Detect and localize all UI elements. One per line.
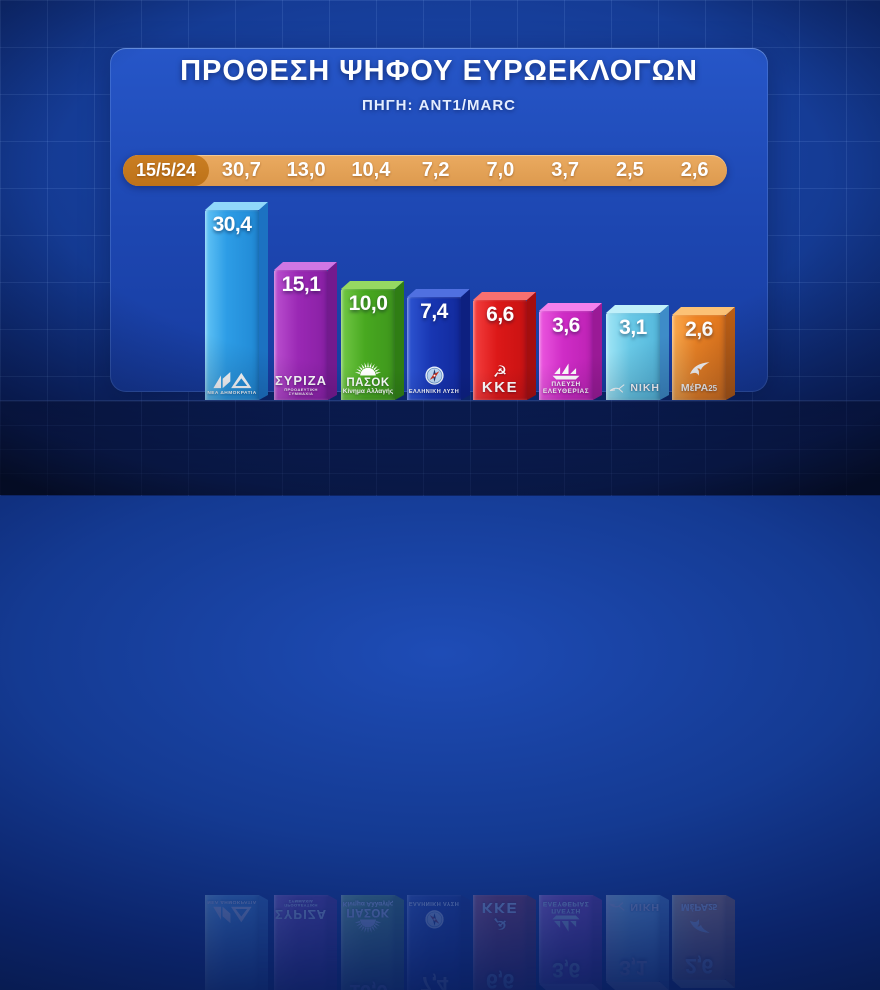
- bar-top-face: [539, 303, 602, 311]
- bar-top-face: [606, 305, 669, 313]
- bars-reflection: 30,4 ΝΕΑ ΔΗΜΟΚΡΑΤΙΑ 15,1 ΣΥΡΙΖΑ ΠΡΟΟΔΕΥΤ…: [0, 800, 880, 990]
- bar-kke: 6,6 ☭ ΚΚΕ: [473, 292, 536, 400]
- bar-side-face: [527, 292, 536, 400]
- mera25-logo: ΜέΡΑ25: [672, 360, 726, 396]
- bar-side-face: [259, 202, 268, 400]
- bar-side-face: [660, 305, 669, 400]
- bar-elliniki-lysi: 7,4 ΕΛΛΗΝΙΚΗ ΛΥΣΗ: [407, 289, 470, 400]
- previous-value-elliniki-lysi: 7,2: [421, 159, 450, 181]
- bar-side-face: [328, 262, 337, 400]
- bar-value-niki: 3,1: [619, 316, 647, 339]
- bar-top-face: [407, 289, 470, 297]
- sailing-ship-icon: [552, 363, 580, 380]
- plefsi-eleftherias-logo: ΠΛΕΥΣΗ ΕΛΕΥΘΕΡΙΑΣ: [539, 362, 593, 396]
- bar-niki: 3,1 ΝΙΚΗ: [606, 305, 669, 400]
- bar-side-face: [726, 307, 735, 400]
- previous-poll-date: 15/5/24: [123, 155, 209, 186]
- nea-dimokratia-logo: ΝΕΑ ΔΗΜΟΚΡΑΤΙΑ: [205, 371, 259, 396]
- bar-value-mera25: 2,6: [685, 318, 713, 341]
- pasok-sun-icon: [354, 362, 382, 376]
- elliniki-lysi-compass-icon: [424, 366, 444, 385]
- bar-top-face: [341, 281, 404, 289]
- kke-logo: ☭ ΚΚΕ: [473, 364, 527, 396]
- previous-value-kke: 7,0: [486, 159, 515, 181]
- bar-front-face: 6,6 ☭ ΚΚΕ: [473, 300, 527, 400]
- bar-value-nd: 30,4: [212, 213, 252, 236]
- elliniki-lysi-logo: ΕΛΛΗΝΙΚΗ ΛΥΣΗ: [407, 364, 461, 396]
- previous-value-niki: 2,5: [615, 159, 644, 181]
- bar-side-face: [395, 281, 404, 400]
- bar-plefsi-eleftherias: 3,6 ΠΛΕΥΣΗ ΕΛΕΥΘΕΡΙΑΣ: [539, 303, 602, 400]
- syriza-wordmark: ΣΥΡΙΖΑ: [274, 372, 328, 388]
- bar-front-face: 2,6 ΜέΡΑ25: [672, 315, 726, 400]
- bar-front-face: 10,0 ΠΑΣΟΚ Κίνημα Αλλαγής: [341, 289, 395, 400]
- bar-front-face: 30,4 ΝΕΑ ΔΗΜΟΚΡΑΤΙΑ: [205, 210, 259, 400]
- nd-monogram-icon: [213, 372, 252, 389]
- bar-front-face: 7,4 ΕΛΛΗΝΙΚΗ ΛΥΣΗ: [407, 297, 461, 400]
- kke-wordmark: ΚΚΕ: [481, 379, 519, 397]
- bar-top-face: [473, 292, 536, 300]
- pasok-caption: Κίνημα Αλλαγής: [342, 388, 394, 396]
- bar-nea-dimokratia: 30,4 ΝΕΑ ΔΗΜΟΚΡΑΤΙΑ: [205, 202, 268, 400]
- previous-value-plefsi: 3,7: [551, 159, 580, 181]
- bar-top-face: [205, 202, 268, 210]
- bar-side-face: [461, 289, 470, 400]
- bar-value-syriza: 15,1: [281, 273, 321, 296]
- bar-value-kke: 6,6: [486, 303, 514, 326]
- niki-bird-icon: [609, 384, 625, 393]
- bar-top-face: [672, 307, 735, 315]
- syriza-caption: ΠΡΟΟΔΕΥΤΙΚΗ ΣΥΜΜΑΧΙΑ: [284, 386, 318, 396]
- bar-value-pasok: 10,0: [348, 292, 388, 315]
- elliniki-lysi-caption: ΕΛΛΗΝΙΚΗ ΛΥΣΗ: [408, 389, 460, 396]
- previous-value-syriza: 13,0: [286, 159, 326, 181]
- nd-caption: ΝΕΑ ΔΗΜΟΚΡΑΤΙΑ: [207, 390, 257, 396]
- bar-pasok: 10,0 ΠΑΣΟΚ Κίνημα Αλλαγής: [341, 281, 404, 400]
- bar-side-face: [593, 303, 602, 400]
- syriza-logo: ΣΥΡΙΖΑ ΠΡΟΟΔΕΥΤΙΚΗ ΣΥΜΜΑΧΙΑ: [274, 374, 328, 396]
- previous-poll-row: 15/5/24 30,7 13,0 10,4 7,2 7,0 3,7 2,5 2…: [123, 155, 727, 186]
- bar-syriza: 15,1 ΣΥΡΙΖΑ ΠΡΟΟΔΕΥΤΙΚΗ ΣΥΜΜΑΧΙΑ: [274, 262, 337, 400]
- bar-top-face: [274, 262, 337, 270]
- swallow-icon: [690, 362, 710, 376]
- niki-wordmark: ΝΙΚΗ: [630, 382, 660, 395]
- source-subtitle: ΠΗΓΗ: ANT1/MARC: [361, 97, 516, 114]
- bar-mera25: 2,6 ΜέΡΑ25: [672, 307, 735, 400]
- previous-value-nd: 30,7: [221, 159, 261, 181]
- previous-value-pasok: 10,4: [351, 159, 391, 181]
- bar-value-plefsi: 3,6: [552, 314, 580, 337]
- niki-logo: ΝΙΚΗ: [606, 382, 660, 396]
- pasok-logo: ΠΑΣΟΚ Κίνημα Αλλαγής: [341, 359, 395, 396]
- page-title: ΠΡΟΘΕΣΗ ΨΗΦΟΥ ΕΥΡΩΕΚΛΟΓΩΝ: [180, 55, 698, 87]
- bar-front-face: 3,1 ΝΙΚΗ: [606, 313, 660, 400]
- previous-value-mera25: 2,6: [680, 159, 709, 181]
- bar-front-face: 3,6 ΠΛΕΥΣΗ ΕΛΕΥΘΕΡΙΑΣ: [539, 311, 593, 400]
- bar-front-face: 15,1 ΣΥΡΙΖΑ ΠΡΟΟΔΕΥΤΙΚΗ ΣΥΜΜΑΧΙΑ: [274, 270, 328, 400]
- mera25-wordmark: ΜέΡΑ25: [680, 382, 718, 395]
- hammer-sickle-icon: ☭: [492, 362, 508, 382]
- plefsi-caption-line2: ΕΛΕΥΘΕΡΙΑΣ: [542, 388, 590, 396]
- bar-value-elliniki-lysi: 7,4: [420, 300, 448, 323]
